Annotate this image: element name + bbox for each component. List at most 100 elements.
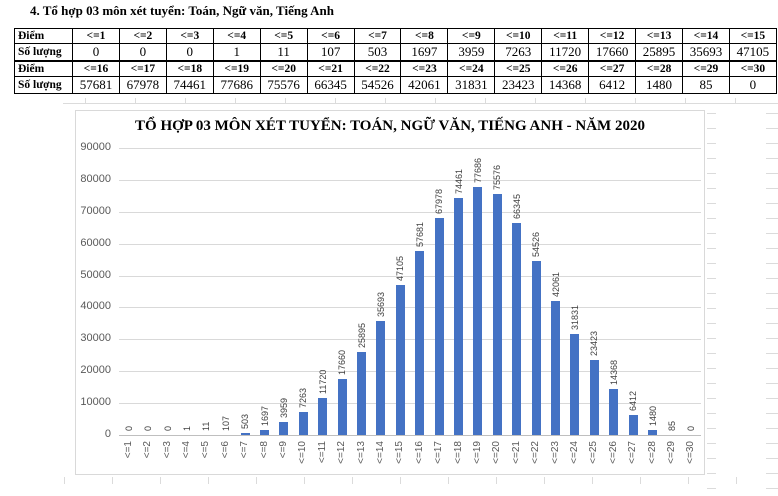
- count-cell: 6412: [588, 75, 637, 94]
- score-header-cell: <=21: [306, 60, 355, 77]
- x-axis-tick-label: <=26: [607, 441, 619, 464]
- bar-value-label: 0: [143, 425, 154, 431]
- x-axis-tick-label: <=25: [588, 441, 600, 464]
- bar: [318, 397, 328, 435]
- count-cell: 47105: [728, 43, 777, 62]
- x-axis-tick-label: <=9: [277, 441, 289, 459]
- row-label: Điểm: [14, 28, 73, 44]
- table-row: Số lượng 0 0 0 1 11 107 503 1697 3959 7263 11720 176…: [14, 43, 777, 62]
- score-header-cell: <=9: [447, 28, 496, 44]
- bar: [395, 284, 405, 435]
- bar: [492, 194, 502, 435]
- bar: [434, 218, 444, 435]
- x-axis-tick-label: <=27: [627, 441, 639, 464]
- y-axis-tick-label: 70000: [80, 204, 111, 217]
- count-cell: 23423: [494, 75, 543, 94]
- count-cell: 503: [353, 43, 402, 62]
- bar-value-label: 47105: [395, 255, 406, 281]
- score-header-cell: <=20: [259, 60, 308, 77]
- bar-value-label: 1697: [259, 405, 270, 426]
- x-axis-tick-label: <=18: [452, 441, 464, 464]
- bar-value-label: 57681: [414, 222, 425, 248]
- x-axis-tick-label: <=19: [471, 441, 483, 464]
- bar-value-label: 11: [201, 421, 212, 431]
- x-axis-tick-label: <=10: [297, 441, 309, 464]
- x-axis-tick-label: <=4: [180, 441, 192, 459]
- count-cell: 0: [118, 43, 167, 62]
- x-axis-tick-label: <=24: [568, 441, 580, 464]
- count-cell: 74461: [165, 75, 214, 94]
- x-axis-tick-label: <=30: [685, 441, 697, 464]
- count-cell: 107: [306, 43, 355, 62]
- gridline: [119, 371, 701, 373]
- y-axis-tick-label: 50000: [80, 268, 111, 281]
- count-cell: 11: [259, 43, 308, 62]
- bar-value-label: 7263: [298, 387, 309, 408]
- score-header-cell: <=18: [165, 60, 214, 77]
- count-cell: 11720: [541, 43, 590, 62]
- score-header-cell: <=25: [494, 60, 543, 77]
- gridline: [119, 275, 701, 277]
- score-header-cell: <=6: [306, 28, 355, 44]
- bar: [609, 389, 619, 435]
- bar-value-label: 0: [123, 425, 134, 431]
- chart-title: TỔ HỢP 03 MÔN XÉT TUYỂN: TOÁN, NGỮ VĂN, …: [135, 118, 645, 134]
- bar-value-label: 66345: [511, 194, 522, 220]
- x-axis-tick-label: <=17: [433, 441, 445, 464]
- x-axis-tick-label: <=20: [491, 441, 503, 464]
- score-header-cell: <=12: [588, 28, 637, 44]
- bar-value-label: 31831: [569, 304, 580, 330]
- bar-value-label: 75576: [492, 164, 503, 190]
- count-cell: 66345: [306, 75, 355, 94]
- count-cell: 0: [165, 43, 214, 62]
- score-header-cell: <=27: [588, 60, 637, 77]
- bar: [279, 422, 289, 435]
- score-header-cell: <=15: [728, 28, 777, 44]
- bar-value-label: 11720: [317, 369, 328, 394]
- score-header-cell: <=7: [353, 28, 402, 44]
- x-axis-tick-label: <=3: [161, 441, 173, 459]
- count-cell: 1480: [635, 75, 683, 94]
- gridline: [119, 211, 701, 213]
- count-cell: 85: [681, 75, 730, 94]
- count-cell: 17660: [588, 43, 637, 62]
- table-row: Điểm <=16 <=17 <=18 <=19 <=20 <=21 <=22 <=23 <=24…: [14, 60, 777, 77]
- bar: [531, 261, 541, 435]
- score-header-cell: <=3: [165, 28, 214, 44]
- bar: [512, 223, 522, 435]
- score-header-cell: <=26: [541, 60, 590, 77]
- bar-chart: TỔ HỢP 03 MÔN XÉT TUYỂN: TOÁN, NGỮ VĂN, …: [75, 110, 705, 475]
- x-axis-tick-label: <=13: [355, 441, 367, 464]
- bar: [551, 300, 560, 435]
- x-axis-tick-label: <=12: [336, 441, 348, 464]
- bar: [589, 360, 599, 435]
- bar-value-label: 0: [162, 425, 173, 431]
- count-cell: 57681: [72, 75, 120, 94]
- spreadsheet-gridline: [63, 103, 778, 104]
- bar-value-label: 6412: [628, 390, 639, 411]
- y-axis-tick-label: 80000: [80, 172, 111, 185]
- score-header-cell: <=30: [728, 60, 777, 77]
- y-axis-tick-label: 30000: [80, 332, 111, 345]
- bar-value-label: 503: [240, 414, 251, 430]
- bar-value-label: 17660: [337, 349, 348, 375]
- x-axis-tick-label: <=22: [530, 441, 542, 464]
- bar-value-label: 77686: [472, 158, 483, 184]
- bar: [298, 411, 308, 435]
- row-label: Điểm: [14, 60, 73, 77]
- table-row: Điểm <=1 <=2 <=3 <=4 <=5 <=6 <=7 <=8 <=9 <=10 <=11 <…: [14, 28, 777, 44]
- bar: [473, 187, 483, 435]
- score-header-cell: <=13: [635, 28, 683, 44]
- bar: [260, 429, 269, 435]
- count-cell: 7263: [494, 43, 543, 62]
- count-cell: 14368: [541, 75, 590, 94]
- x-axis-tick-label: <=29: [665, 441, 677, 464]
- count-cell: 0: [72, 43, 120, 62]
- bar: [337, 378, 347, 435]
- count-cell: 0: [728, 75, 777, 94]
- bar-value-label: 35693: [375, 292, 386, 318]
- x-axis-tick-label: <=1: [122, 441, 134, 459]
- bar-value-label: 74461: [453, 168, 464, 194]
- score-header-cell: <=17: [118, 60, 167, 77]
- x-axis-tick-label: <=28: [646, 441, 658, 464]
